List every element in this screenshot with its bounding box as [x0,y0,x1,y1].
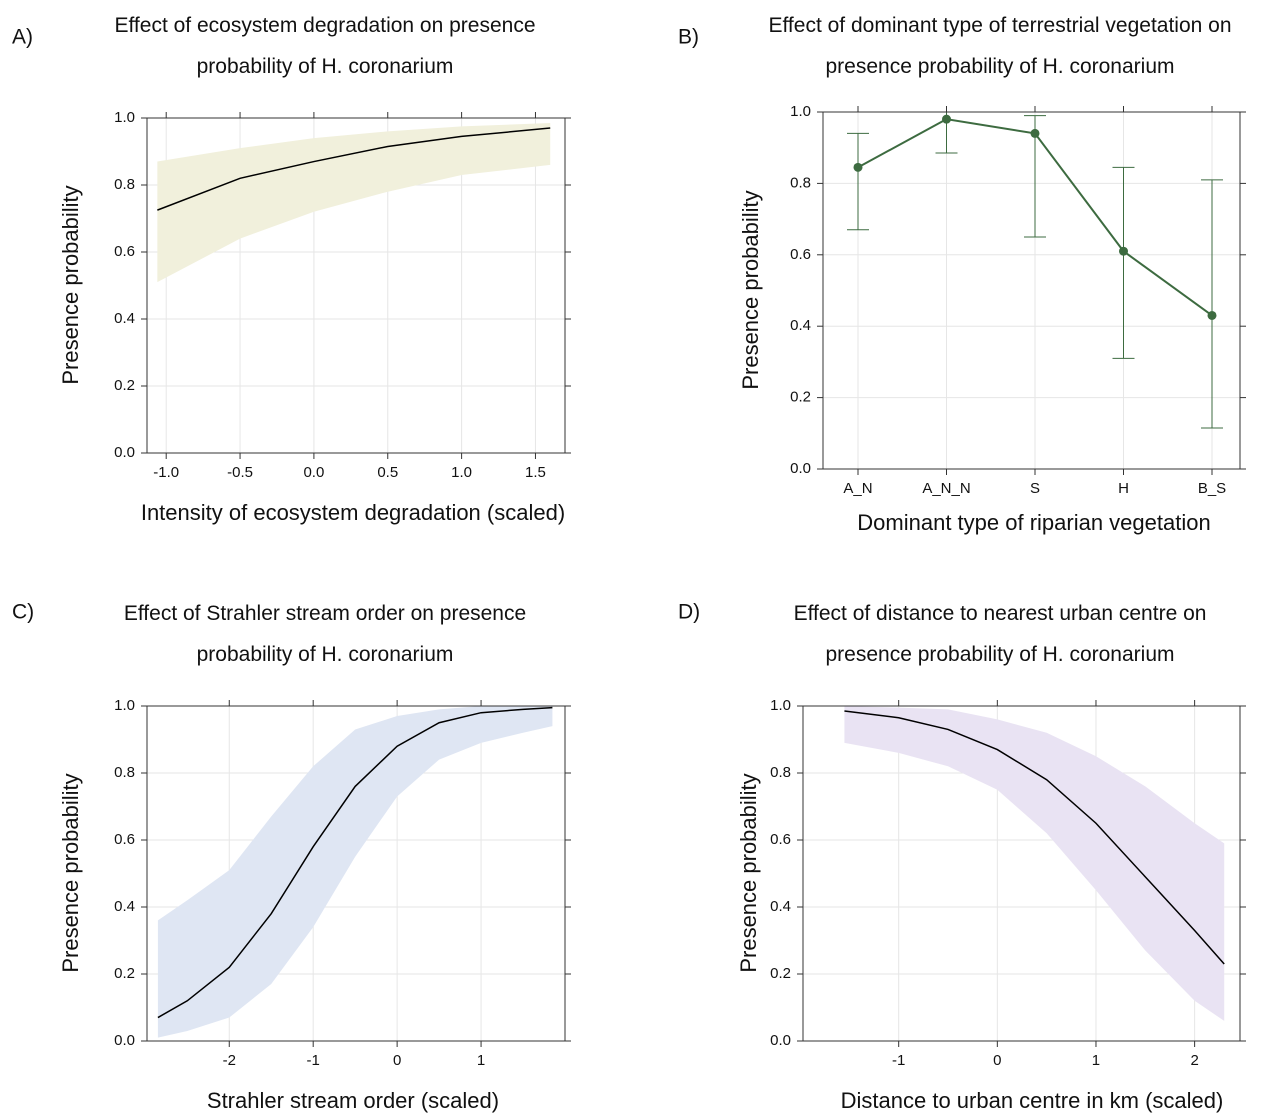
x-tick-label: -1 [892,1052,905,1069]
x-tick-label: 1 [1092,1052,1100,1069]
chart-title: Effect of ecosystem degradation on prese… [114,14,536,78]
confidence-band [844,706,1225,1021]
chart-title: Effect of dominant type of terrestrial v… [768,14,1232,78]
fit-line [844,710,1225,965]
x-tick-label: 0 [393,1052,401,1069]
fit-line [157,706,553,1019]
plot-frame [802,705,1241,1042]
y-tick-label: 0.6 [790,246,811,263]
y-tick-label: 0.8 [770,764,791,781]
y-axis-label: Presence probability [736,773,761,972]
y-tick-label: 0.0 [770,1032,791,1049]
x-axis-label: Intensity of ecosystem degradation (scal… [141,500,565,525]
y-tick-label: 0.6 [114,831,135,848]
confidence-band [157,123,551,283]
x-tick-label: H [1118,480,1129,497]
chart-title: Effect of Strahler stream order on prese… [123,602,527,666]
y-tick-label: 0.0 [790,460,811,477]
x-tick-label: -2 [223,1052,236,1069]
point [1207,310,1217,320]
x-tick-label: -1 [307,1052,320,1069]
plot-frame [146,117,566,454]
y-tick-label: 0.2 [770,965,791,982]
y-axis-label: Presence probability [738,190,763,389]
y-tick-label: 1.0 [114,109,135,126]
y-tick-label: 0.8 [790,174,811,191]
x-tick-label: -1.0 [153,464,179,481]
point [1030,128,1040,138]
y-tick-label: 0.0 [114,444,135,461]
panel-label: C) [12,601,34,624]
x-tick-label: 0.0 [303,464,324,481]
y-tick-label: 0.2 [790,389,811,406]
x-axis-label: Distance to urban centre in km (scaled) [841,1088,1224,1113]
x-tick-label: -0.5 [227,464,253,481]
x-tick-label: 1.0 [451,464,472,481]
fit-line [157,127,551,211]
point [942,114,951,124]
point [1119,246,1128,256]
x-tick-label: 2 [1190,1052,1198,1069]
panel-label: A) [12,26,33,49]
y-tick-label: 0.6 [770,831,791,848]
x-tick-label: S [1030,480,1040,497]
y-tick-label: 0.2 [114,377,135,394]
panel-label: B) [678,26,699,49]
confidence-band [157,706,553,1038]
y-tick-label: 1.0 [114,697,135,714]
x-tick-label: A_N_N [922,480,970,497]
y-axis-label: Presence probability [58,185,83,384]
x-tick-label: A_N [843,480,872,497]
y-tick-label: 1.0 [770,697,791,714]
point [853,162,863,172]
y-tick-label: 0.6 [114,243,135,260]
y-axis-label: Presence probability [58,773,83,972]
panel-label: D) [678,601,700,624]
y-tick-label: 0.4 [790,317,811,334]
plot-frame [146,705,566,1042]
chart-title: Effect of distance to nearest urban cent… [793,602,1207,666]
y-tick-label: 0.4 [770,898,791,915]
x-tick-label: 1.5 [525,464,546,481]
y-tick-label: 0.4 [114,310,135,327]
x-axis-label: Strahler stream order (scaled) [207,1088,499,1113]
y-tick-label: 0.2 [114,965,135,982]
y-tick-label: 0.4 [114,898,135,915]
x-axis-label: Dominant type of riparian vegetation [857,510,1210,535]
y-tick-label: 0.8 [114,764,135,781]
x-tick-label: 0 [993,1052,1001,1069]
y-tick-label: 0.0 [114,1032,135,1049]
y-tick-label: 1.0 [790,103,811,120]
x-tick-label: 0.5 [377,464,398,481]
x-tick-label: 1 [477,1052,485,1069]
plot-frame [822,111,1241,470]
y-tick-label: 0.8 [114,176,135,193]
x-tick-label: B_S [1198,480,1226,497]
